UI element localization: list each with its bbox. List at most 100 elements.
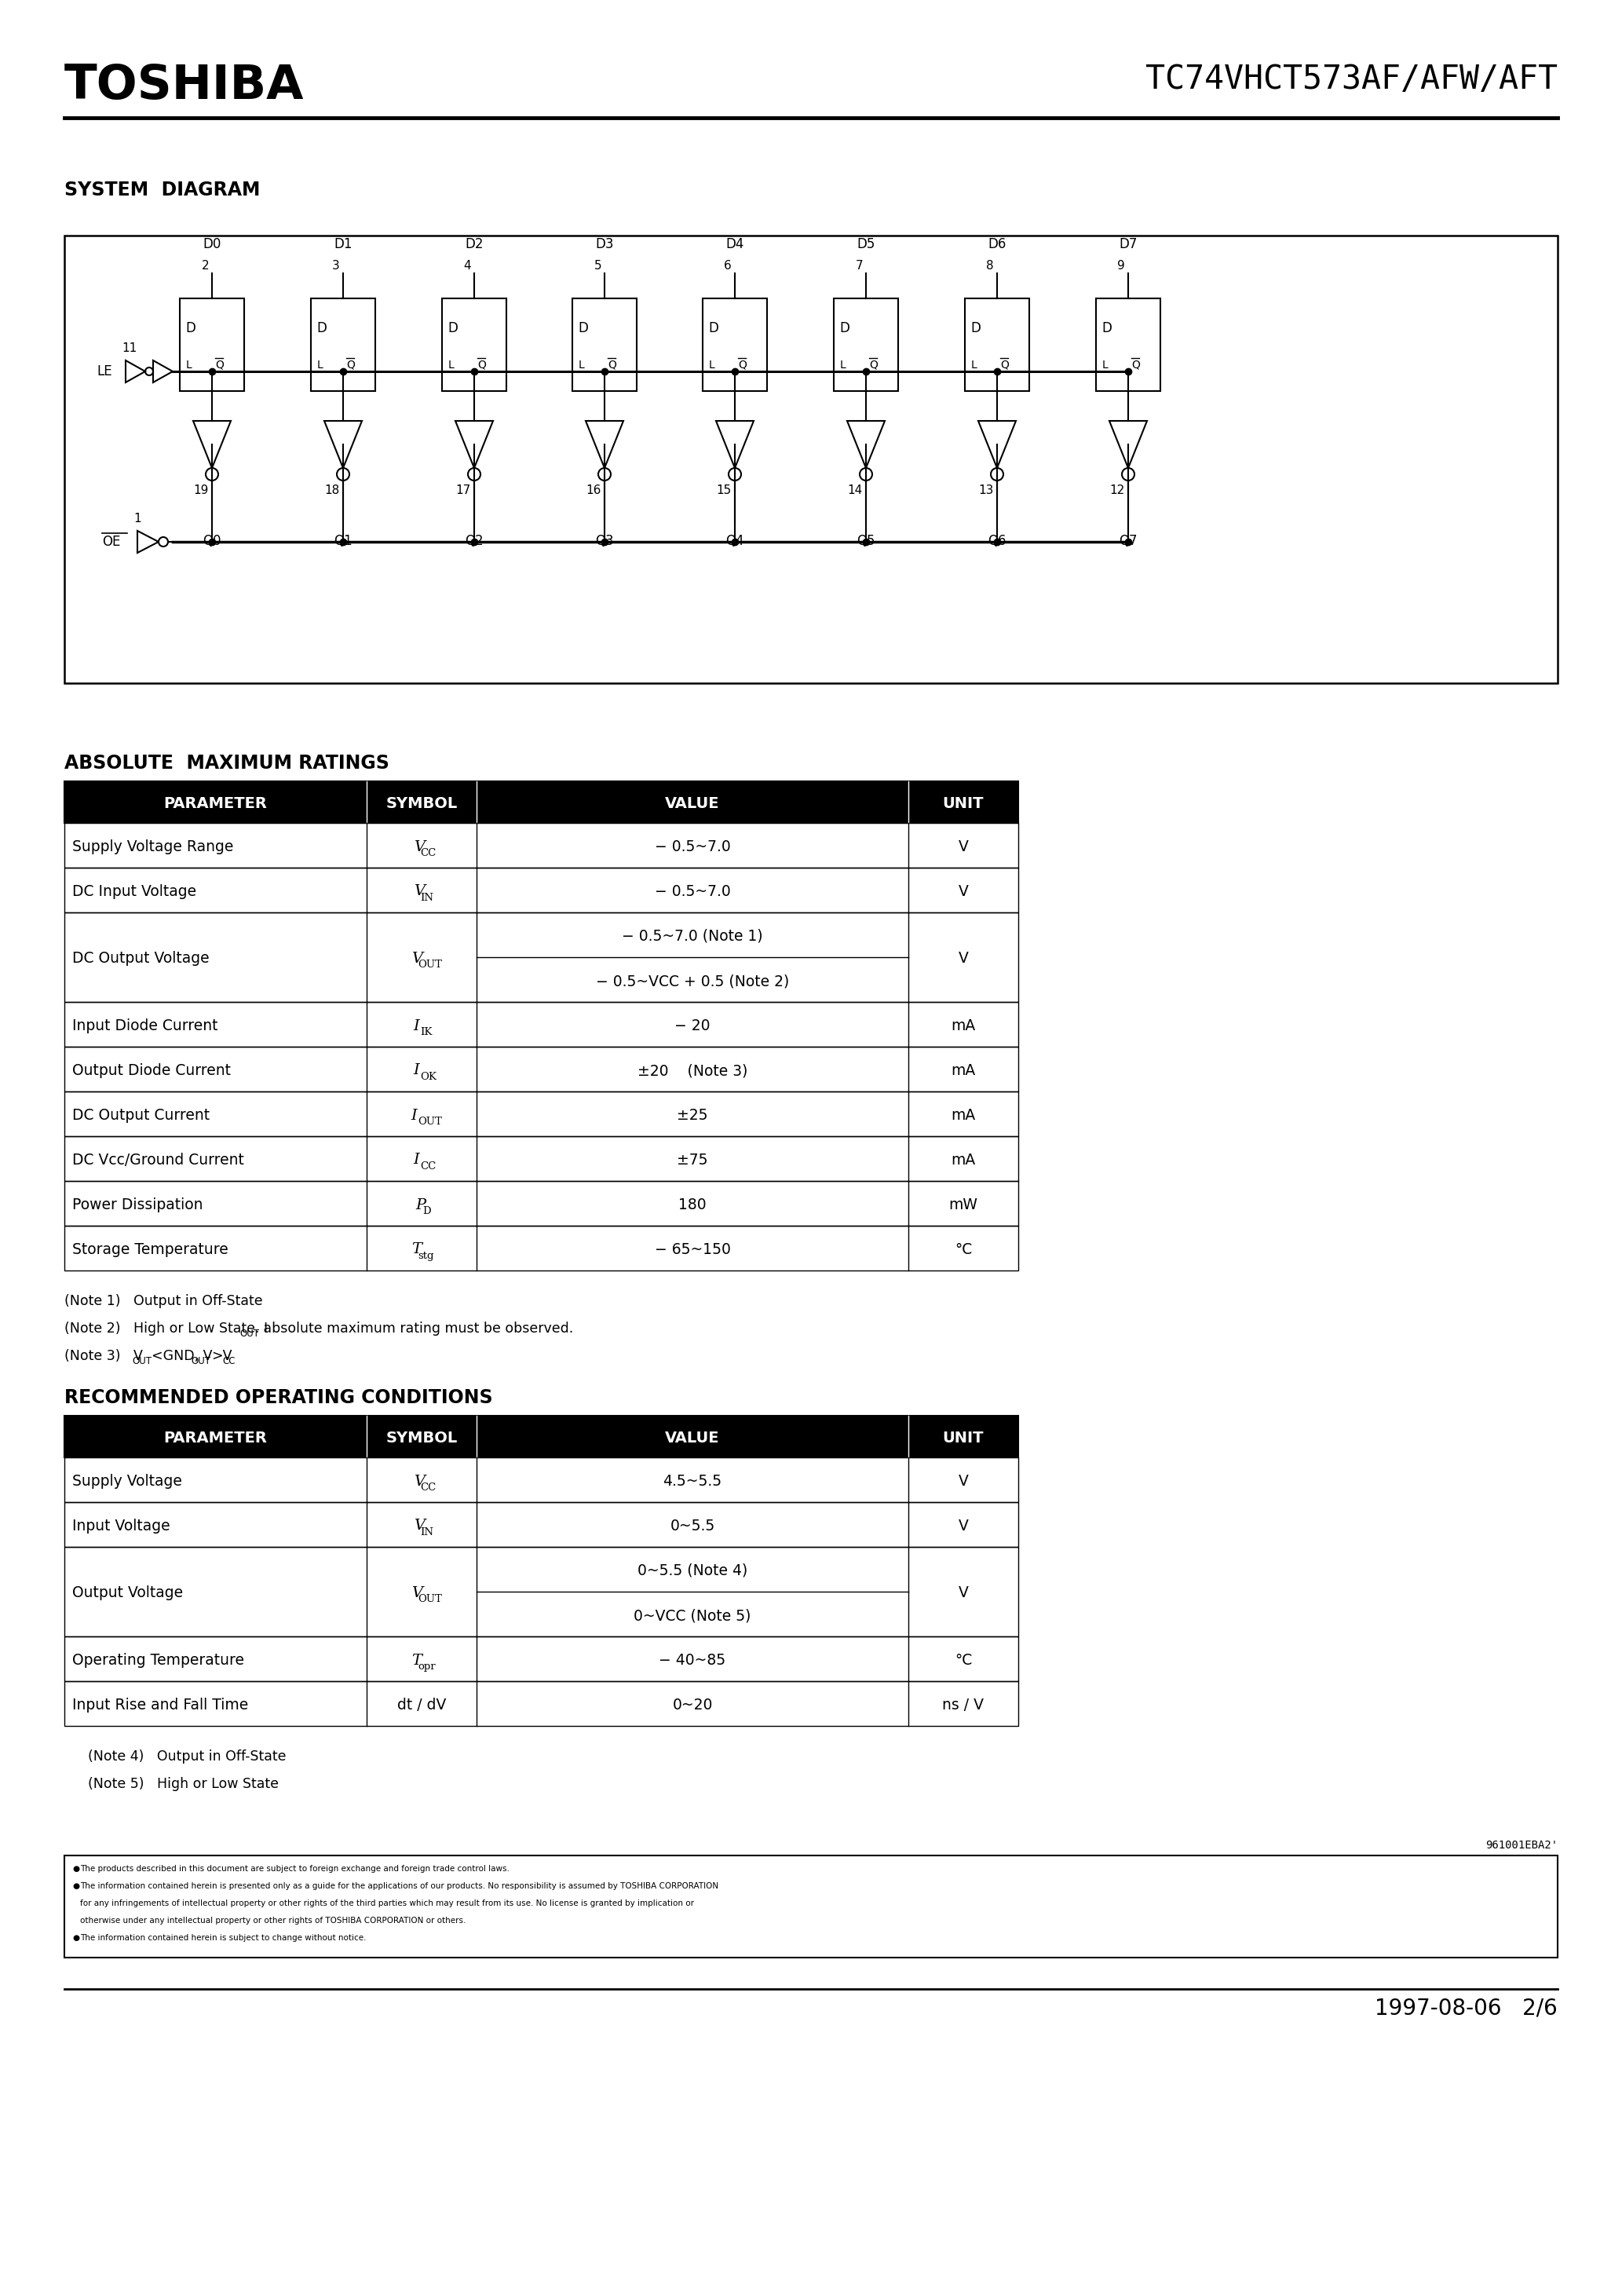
Text: 18: 18 — [324, 484, 341, 496]
Text: UNIT: UNIT — [942, 1430, 985, 1446]
Text: 1: 1 — [133, 512, 141, 523]
Text: mA: mA — [950, 1019, 975, 1033]
Text: L: L — [1103, 360, 1108, 370]
Text: TC74VHCT573AF/AFW/AFT: TC74VHCT573AF/AFW/AFT — [1145, 62, 1557, 96]
Bar — [65, 868, 1019, 912]
Text: OUT: OUT — [133, 1357, 152, 1366]
Text: Input Diode Current: Input Diode Current — [73, 1019, 217, 1033]
Text: absolute maximum rating must be observed.: absolute maximum rating must be observed… — [260, 1322, 574, 1336]
Text: 7: 7 — [855, 259, 863, 271]
Text: 6: 6 — [723, 259, 732, 271]
Bar — [702, 298, 767, 390]
Text: Q4: Q4 — [725, 535, 744, 549]
Text: IN: IN — [420, 893, 433, 902]
Text: (Note 4)   Output in Off-State: (Note 4) Output in Off-State — [88, 1750, 285, 1763]
Text: 17: 17 — [456, 484, 470, 496]
Text: otherwise under any intellectual property or other rights of TOSHIBA CORPORATION: otherwise under any intellectual propert… — [79, 1917, 466, 1924]
Text: °C: °C — [955, 1242, 972, 1258]
Text: dt / dV: dt / dV — [397, 1697, 446, 1713]
Text: ●: ● — [73, 1883, 79, 1890]
Text: OUT: OUT — [418, 1593, 443, 1605]
Text: − 0.5~7.0 (Note 1): − 0.5~7.0 (Note 1) — [621, 930, 762, 944]
Text: 16: 16 — [586, 484, 602, 496]
Text: T: T — [412, 1653, 422, 1667]
Bar — [65, 1180, 1019, 1226]
Text: CC: CC — [420, 847, 436, 859]
Text: 13: 13 — [978, 484, 994, 496]
Text: CC: CC — [222, 1357, 235, 1366]
Text: L: L — [709, 360, 715, 370]
Text: D6: D6 — [988, 236, 1006, 250]
Text: L: L — [972, 360, 976, 370]
Text: − 0.5~7.0: − 0.5~7.0 — [654, 840, 730, 854]
Text: 0~20: 0~20 — [672, 1697, 712, 1713]
Text: I: I — [414, 1019, 420, 1033]
Bar — [65, 1458, 1019, 1502]
Bar — [65, 1855, 1557, 1958]
Text: 3: 3 — [333, 259, 341, 271]
Text: Q: Q — [216, 360, 224, 370]
Text: 11: 11 — [122, 342, 136, 354]
Text: (Note 3)   V: (Note 3) V — [65, 1350, 143, 1364]
Text: L: L — [318, 360, 323, 370]
Text: VALUE: VALUE — [665, 797, 720, 810]
Bar — [65, 1417, 1019, 1458]
Text: mW: mW — [949, 1199, 978, 1212]
Text: D1: D1 — [334, 236, 352, 250]
Text: UNIT: UNIT — [942, 797, 985, 810]
Text: CC: CC — [420, 1162, 436, 1171]
Text: D: D — [1101, 321, 1111, 335]
Text: Storage Temperature: Storage Temperature — [73, 1242, 229, 1258]
Text: ns / V: ns / V — [942, 1697, 985, 1713]
Text: mA: mA — [950, 1109, 975, 1123]
Text: V: V — [414, 884, 425, 898]
Text: D7: D7 — [1119, 236, 1137, 250]
Text: IN: IN — [420, 1527, 433, 1538]
Text: 2: 2 — [201, 259, 209, 271]
Text: PARAMETER: PARAMETER — [164, 797, 268, 810]
Text: Q: Q — [347, 360, 355, 370]
Text: Q: Q — [477, 360, 487, 370]
Bar — [65, 1226, 1019, 1270]
Text: 12: 12 — [1109, 484, 1126, 496]
Text: DC Input Voltage: DC Input Voltage — [73, 884, 196, 900]
Text: Output Diode Current: Output Diode Current — [73, 1063, 230, 1079]
Text: L: L — [448, 360, 454, 370]
Text: L: L — [579, 360, 584, 370]
Bar — [65, 1637, 1019, 1681]
Text: D3: D3 — [595, 236, 613, 250]
Text: 5: 5 — [594, 259, 602, 271]
Text: SYMBOL: SYMBOL — [386, 797, 457, 810]
Text: D4: D4 — [725, 236, 744, 250]
Text: D: D — [423, 1205, 431, 1217]
Text: 9: 9 — [1118, 259, 1126, 271]
Text: L: L — [840, 360, 847, 370]
Text: 15: 15 — [717, 484, 732, 496]
Bar — [573, 298, 637, 390]
Text: T: T — [412, 1242, 422, 1256]
Bar — [180, 298, 245, 390]
Text: TOSHIBA: TOSHIBA — [65, 62, 305, 110]
Text: VALUE: VALUE — [665, 1430, 720, 1446]
Text: OUT: OUT — [418, 960, 443, 971]
Text: PARAMETER: PARAMETER — [164, 1430, 268, 1446]
Text: SYSTEM  DIAGRAM: SYSTEM DIAGRAM — [65, 181, 260, 200]
Text: 4: 4 — [464, 259, 470, 271]
Text: mA: mA — [950, 1153, 975, 1169]
Text: D: D — [316, 321, 326, 335]
Text: Q: Q — [869, 360, 878, 370]
Text: − 0.5~7.0: − 0.5~7.0 — [654, 884, 730, 900]
Text: I: I — [414, 1063, 420, 1077]
Text: D: D — [709, 321, 719, 335]
Text: V: V — [414, 1520, 425, 1534]
Text: Input Voltage: Input Voltage — [73, 1518, 170, 1534]
Text: V: V — [959, 1587, 968, 1600]
Text: V: V — [959, 1474, 968, 1488]
Bar — [965, 298, 1030, 390]
Bar — [65, 236, 1557, 684]
Text: − 0.5~VCC + 0.5 (Note 2): − 0.5~VCC + 0.5 (Note 2) — [595, 974, 790, 990]
Text: Q1: Q1 — [334, 535, 352, 549]
Text: opr: opr — [418, 1662, 436, 1671]
Text: D: D — [839, 321, 850, 335]
Text: mA: mA — [950, 1063, 975, 1079]
